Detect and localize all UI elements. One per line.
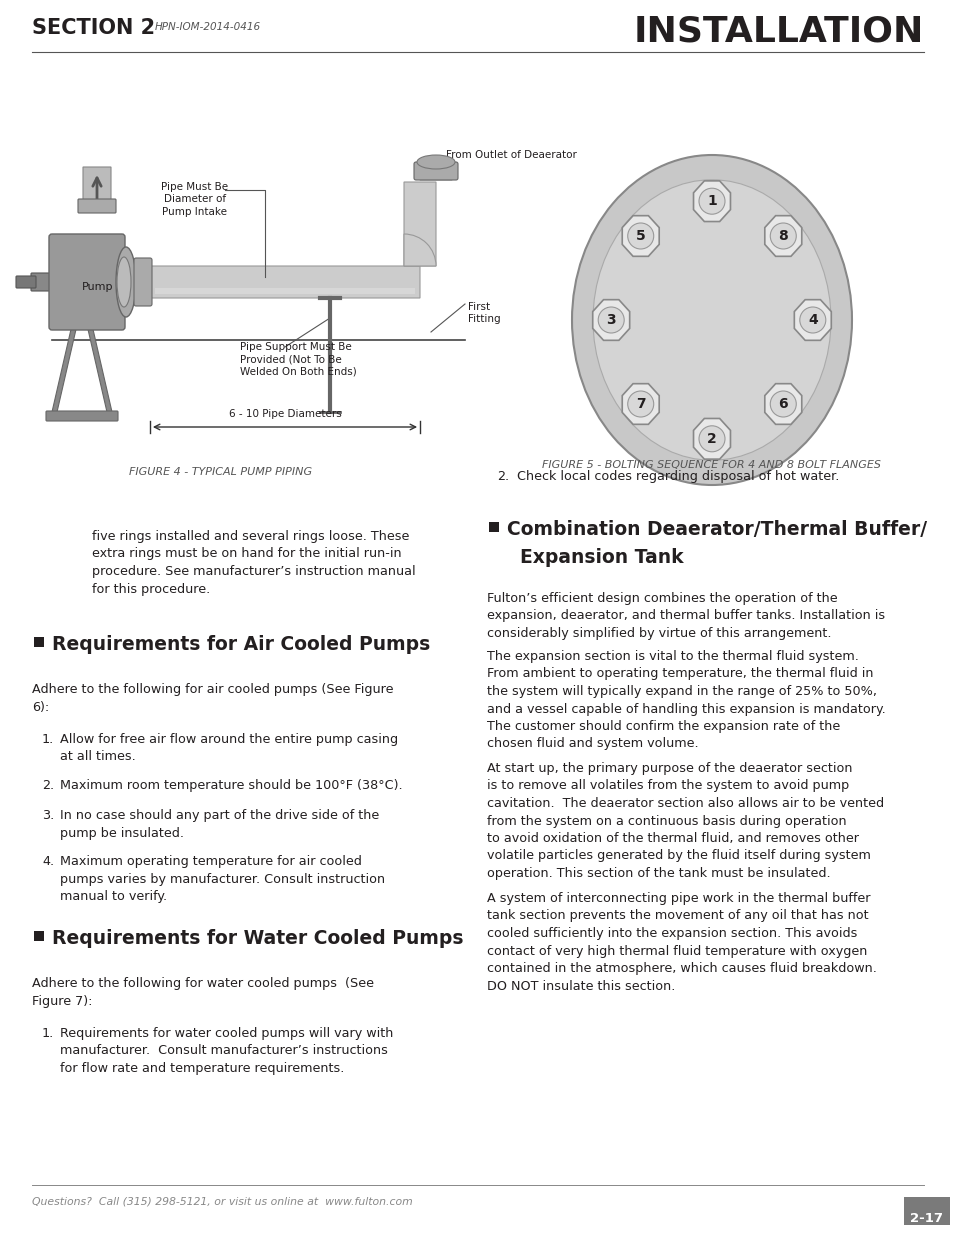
Text: 7: 7 — [636, 396, 645, 411]
Text: FIGURE 5 - BOLTING SEQUENCE FOR 4 AND 8 BOLT FLANGES: FIGURE 5 - BOLTING SEQUENCE FOR 4 AND 8 … — [542, 459, 881, 471]
FancyBboxPatch shape — [150, 266, 419, 298]
Text: From Outlet of Deaerator: From Outlet of Deaerator — [446, 149, 577, 161]
Ellipse shape — [116, 247, 136, 317]
Text: At start up, the primary purpose of the deaerator section
is to remove all volat: At start up, the primary purpose of the … — [486, 762, 883, 881]
Polygon shape — [621, 384, 659, 425]
FancyBboxPatch shape — [49, 233, 125, 330]
Text: 6 - 10 Pipe Diameters: 6 - 10 Pipe Diameters — [229, 409, 341, 419]
Text: Maximum room temperature should be 100°F (38°C).: Maximum room temperature should be 100°F… — [60, 779, 402, 792]
Text: Fulton’s efficient design combines the operation of the
expansion, deaerator, an: Fulton’s efficient design combines the o… — [486, 592, 884, 640]
Text: Maximum operating temperature for air cooled
pumps varies by manufacturer. Consu: Maximum operating temperature for air co… — [60, 855, 385, 903]
Text: 2: 2 — [706, 432, 716, 446]
Text: 8: 8 — [778, 228, 787, 243]
Text: Requirements for Water Cooled Pumps: Requirements for Water Cooled Pumps — [52, 929, 463, 948]
Text: Allow for free air flow around the entire pump casing
at all times.: Allow for free air flow around the entir… — [60, 734, 397, 763]
Text: 6: 6 — [778, 396, 787, 411]
Text: SECTION 2: SECTION 2 — [32, 19, 155, 38]
FancyBboxPatch shape — [83, 167, 111, 203]
Text: 2-17: 2-17 — [909, 1212, 943, 1225]
Polygon shape — [764, 216, 801, 257]
Circle shape — [598, 308, 623, 333]
Circle shape — [769, 224, 796, 249]
Text: five rings installed and several rings loose. These
extra rings must be on hand : five rings installed and several rings l… — [91, 530, 416, 595]
Text: The expansion section is vital to the thermal fluid system.
From ambient to oper: The expansion section is vital to the th… — [486, 650, 884, 751]
FancyBboxPatch shape — [154, 288, 415, 294]
Text: Requirements for Air Cooled Pumps: Requirements for Air Cooled Pumps — [52, 635, 430, 655]
Polygon shape — [592, 300, 629, 341]
Text: Check local codes regarding disposal of hot water.: Check local codes regarding disposal of … — [517, 471, 839, 483]
Circle shape — [627, 391, 653, 417]
FancyBboxPatch shape — [403, 182, 436, 266]
Text: 1: 1 — [706, 194, 716, 209]
Text: 4.: 4. — [42, 855, 54, 868]
Text: 1.: 1. — [42, 734, 54, 746]
Circle shape — [799, 308, 825, 333]
Text: Pump: Pump — [82, 282, 113, 291]
FancyBboxPatch shape — [34, 637, 44, 647]
Ellipse shape — [117, 257, 131, 308]
Text: Pipe Support Must Be
Provided (Not To Be
Welded On Both Ends): Pipe Support Must Be Provided (Not To Be… — [240, 342, 356, 377]
Circle shape — [769, 391, 796, 417]
FancyBboxPatch shape — [46, 411, 118, 421]
Ellipse shape — [572, 156, 851, 485]
FancyBboxPatch shape — [903, 1197, 949, 1225]
Text: Adhere to the following for water cooled pumps  (See
Figure 7):: Adhere to the following for water cooled… — [32, 977, 374, 1008]
Polygon shape — [621, 216, 659, 257]
Text: In no case should any part of the drive side of the
pump be insulated.: In no case should any part of the drive … — [60, 809, 379, 840]
Text: A system of interconnecting pipe work in the thermal buffer
tank section prevent: A system of interconnecting pipe work in… — [486, 892, 876, 993]
Polygon shape — [693, 180, 730, 221]
Text: HPN-IOM-2014-0416: HPN-IOM-2014-0416 — [154, 22, 261, 32]
FancyBboxPatch shape — [30, 273, 55, 291]
Polygon shape — [693, 419, 730, 459]
Text: Questions?  Call (315) 298-5121, or visit us online at  www.fulton.com: Questions? Call (315) 298-5121, or visit… — [32, 1197, 413, 1207]
FancyBboxPatch shape — [78, 199, 116, 212]
Circle shape — [699, 188, 724, 214]
Circle shape — [627, 224, 653, 249]
FancyBboxPatch shape — [34, 931, 44, 941]
Polygon shape — [794, 300, 830, 341]
Text: 1.: 1. — [42, 1028, 54, 1040]
Text: FIGURE 4 - TYPICAL PUMP PIPING: FIGURE 4 - TYPICAL PUMP PIPING — [130, 467, 313, 477]
Circle shape — [699, 426, 724, 452]
Text: Combination Deaerator/Thermal Buffer/: Combination Deaerator/Thermal Buffer/ — [506, 520, 926, 538]
Polygon shape — [764, 384, 801, 425]
Text: 5: 5 — [636, 228, 645, 243]
Text: 2.: 2. — [42, 779, 54, 792]
Text: 3.: 3. — [42, 809, 54, 823]
Text: 2.: 2. — [497, 471, 509, 483]
Text: INSTALLATION: INSTALLATION — [633, 15, 923, 49]
FancyBboxPatch shape — [419, 170, 452, 180]
FancyBboxPatch shape — [489, 522, 498, 532]
FancyBboxPatch shape — [414, 162, 457, 180]
Text: Adhere to the following for air cooled pumps (See Figure
6):: Adhere to the following for air cooled p… — [32, 683, 393, 714]
FancyBboxPatch shape — [133, 258, 152, 306]
Text: 4: 4 — [807, 312, 817, 327]
Polygon shape — [52, 325, 77, 412]
Ellipse shape — [416, 156, 455, 169]
Text: Pipe Must Be
Diameter of
Pump Intake: Pipe Must Be Diameter of Pump Intake — [161, 182, 229, 217]
Wedge shape — [403, 233, 436, 266]
Ellipse shape — [593, 180, 830, 461]
Polygon shape — [87, 325, 112, 412]
Text: Expansion Tank: Expansion Tank — [506, 548, 683, 567]
Text: First
Fitting: First Fitting — [468, 303, 500, 325]
FancyBboxPatch shape — [16, 275, 36, 288]
Text: 3: 3 — [606, 312, 616, 327]
Text: Requirements for water cooled pumps will vary with
manufacturer.  Consult manufa: Requirements for water cooled pumps will… — [60, 1028, 393, 1074]
